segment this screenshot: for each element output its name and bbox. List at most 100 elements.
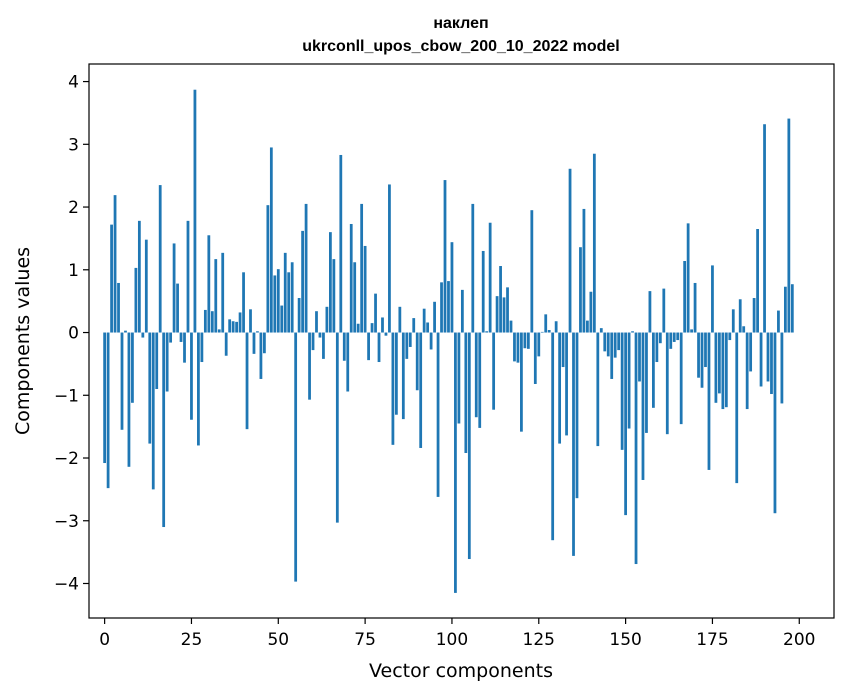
- x-tick-label: 50: [267, 630, 289, 650]
- bar: [481, 250, 485, 333]
- bar: [398, 306, 402, 333]
- x-axis-ticks: 0 25 50 75 100 125 150 175 200: [99, 618, 815, 650]
- bar: [273, 275, 277, 333]
- bar: [405, 332, 409, 359]
- bar: [679, 332, 683, 425]
- bar: [488, 222, 492, 333]
- bar: [763, 124, 766, 333]
- bar: [464, 332, 468, 453]
- bar: [700, 332, 704, 388]
- bar: [676, 332, 680, 341]
- bar: [551, 332, 555, 541]
- bar: [672, 332, 676, 342]
- bar: [203, 309, 207, 333]
- bar: [693, 282, 697, 333]
- y-tick-label: −2: [54, 449, 79, 469]
- bar: [582, 208, 586, 333]
- bar: [714, 332, 718, 403]
- bar: [645, 332, 648, 433]
- plot-area-frame: [88, 63, 835, 619]
- y-tick-label: −3: [54, 512, 79, 532]
- bar: [443, 180, 447, 333]
- bar: [165, 332, 169, 392]
- bar: [669, 332, 673, 349]
- bar: [127, 332, 131, 467]
- bar: [665, 332, 669, 435]
- bar: [457, 332, 461, 424]
- bar: [759, 332, 763, 387]
- y-tick-label: 2: [68, 198, 79, 218]
- bar: [377, 332, 381, 363]
- bar: [652, 332, 655, 408]
- bar: [460, 289, 464, 333]
- bar: [217, 329, 221, 333]
- bar: [572, 332, 575, 556]
- bar: [422, 308, 426, 333]
- bar: [502, 297, 506, 333]
- bar: [193, 89, 197, 333]
- bar: [683, 261, 687, 333]
- bar: [210, 311, 214, 333]
- y-tick-label: −4: [54, 574, 79, 594]
- y-tick-label: 4: [68, 73, 79, 93]
- bar: [311, 332, 315, 351]
- bar: [370, 323, 374, 333]
- bar: [179, 332, 183, 342]
- x-tick-label: 25: [181, 630, 203, 650]
- bar: [752, 298, 756, 333]
- bar: [231, 321, 235, 333]
- bar: [360, 203, 364, 333]
- bar: [110, 224, 113, 333]
- bar: [335, 332, 339, 523]
- bar: [520, 332, 523, 432]
- bar: [579, 247, 582, 333]
- bar: [308, 332, 311, 400]
- bar: [589, 291, 593, 333]
- bar: [363, 245, 367, 333]
- bar: [259, 332, 263, 379]
- x-tick-label: 175: [696, 630, 728, 650]
- bar: [339, 154, 343, 333]
- bar: [349, 223, 353, 333]
- bar: [356, 323, 360, 333]
- bar: [342, 332, 346, 361]
- bar: [697, 332, 700, 378]
- bar: [322, 332, 325, 359]
- bar: [513, 332, 516, 362]
- bar: [332, 259, 336, 333]
- bar: [197, 332, 200, 446]
- bar: [134, 267, 138, 333]
- bar: [384, 332, 388, 336]
- bar: [131, 332, 134, 403]
- bar: [155, 332, 159, 389]
- bar: [412, 318, 416, 333]
- bar: [506, 287, 509, 333]
- bar: [367, 332, 370, 361]
- bar: [728, 332, 732, 341]
- bar: [627, 332, 631, 429]
- bar: [738, 299, 742, 333]
- bar: [315, 311, 318, 333]
- bar: [176, 283, 179, 333]
- bar: [516, 332, 520, 363]
- bar: [711, 265, 714, 333]
- bar: [245, 332, 249, 430]
- bar: [318, 332, 322, 338]
- bar: [575, 332, 579, 499]
- bar: [304, 203, 308, 333]
- bar: [374, 293, 377, 333]
- bar: [158, 185, 162, 333]
- bar: [526, 332, 530, 349]
- bar: [103, 332, 107, 464]
- bar: [207, 235, 211, 333]
- bar: [106, 332, 110, 489]
- bar: [617, 332, 621, 351]
- y-tick-label: 3: [68, 135, 79, 155]
- y-tick-label: −1: [54, 386, 79, 406]
- bar: [454, 332, 457, 593]
- bar: [120, 332, 124, 430]
- bar: [269, 147, 273, 333]
- bar: [408, 332, 412, 347]
- bar: [586, 320, 589, 333]
